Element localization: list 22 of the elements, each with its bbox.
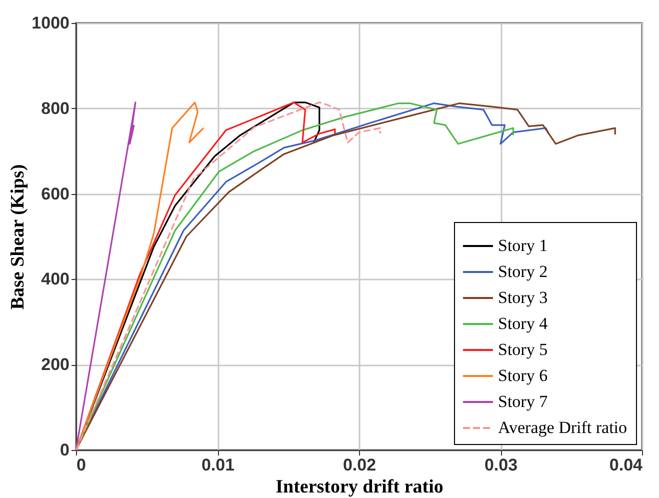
legend-label: Average Drift ratio [498,418,628,437]
legend-label: Story 7 [498,392,548,411]
y-tick-label: 800 [41,98,70,118]
y-tick-label: 400 [41,270,70,289]
x-tick-label: 0 [76,456,86,474]
legend-label: Story 2 [498,262,548,281]
legend-label: Story 3 [498,288,548,307]
x-tick-label: 0.02 [342,456,376,474]
y-tick-label: 0 [60,440,70,460]
line-series [75,102,136,451]
y-tick-label: 200 [41,355,70,374]
legend-label: Story 5 [498,340,548,359]
x-axis-title: Interstory drift ratio [276,476,444,498]
x-tick-label: 0.04 [609,456,644,474]
legend-label: Story 1 [498,236,548,255]
legend-label: Story 4 [498,314,548,333]
y-tick-label: 600 [41,184,70,204]
y-tick-label: 1000 [32,14,70,32]
legend-label: Story 6 [498,366,548,385]
y-axis-title: Base Shear (Kips) [8,164,29,310]
x-tick-label: 0.03 [484,456,518,474]
x-tick-label: 0.01 [201,456,235,474]
